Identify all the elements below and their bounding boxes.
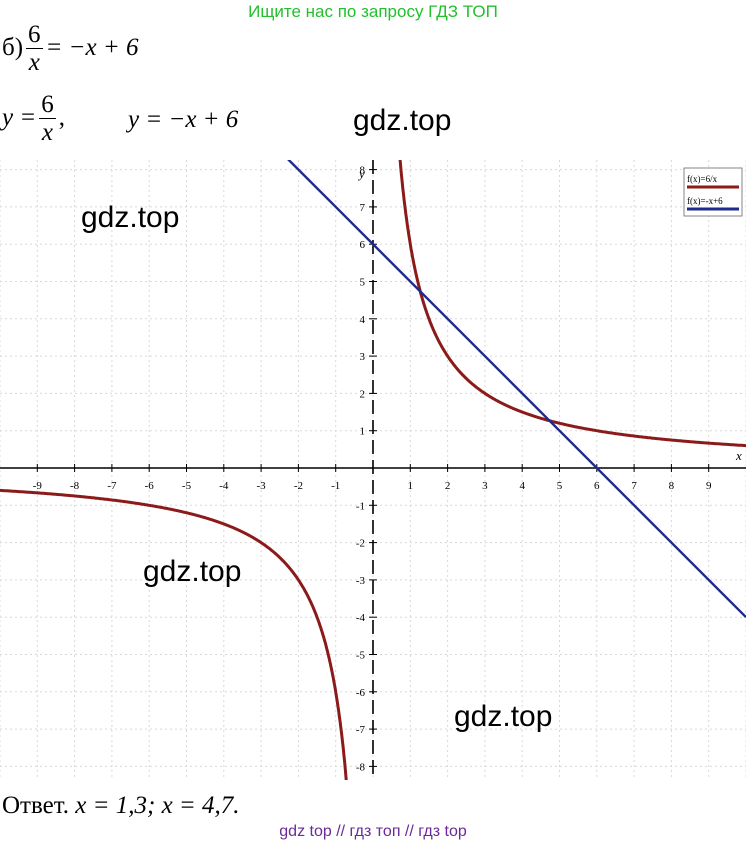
x-tick-label: 3 [482,480,488,492]
y-tick-label: -6 [356,687,366,699]
equation: б) 6 x = −x + 6 [2,21,139,77]
footer-links: gdz top // гдз топ // гдз top [279,823,467,840]
y-tick-label: 6 [360,239,366,251]
x-tick-label: 6 [594,480,600,492]
y-tick-label: -7 [356,724,366,736]
x-tick-label: -8 [70,480,80,492]
x-tick-label: 1 [408,480,414,492]
f1-denominator: x [41,119,54,147]
answer-text: x = 1,3; x = 4,7. [75,792,240,819]
x-tick-label: -1 [331,480,340,492]
y-tick-label: -4 [356,612,366,624]
x-tick-label: -5 [182,480,192,492]
answer: Ответ. x = 1,3; x = 4,7. [2,792,240,820]
y-tick-label: -3 [356,575,366,587]
x-tick-label: 5 [557,480,563,492]
fraction-denominator: x [28,49,40,77]
legend-label: f(x)=6/x [687,174,718,184]
equation-rhs: = −x + 6 [45,34,139,62]
x-tick-label: -7 [107,480,117,492]
watermark: gdz.top [454,700,553,733]
graph: -9-8-7-6-5-4-3-2-1123456789987654321-1-2… [0,160,746,780]
hyperbola-right-branch [398,160,746,448]
y-tick-label: -8 [356,761,366,773]
legend-label: f(x)=-x+6 [687,196,723,206]
x-tick-label: -6 [145,480,155,492]
line-series [287,160,746,619]
y-tick-label: 2 [360,388,366,400]
f1-numerator: 6 [39,91,56,120]
function-y1: y = 6 x, [2,91,65,147]
f1-lhs: y = [2,104,37,132]
watermark: gdz.top [143,555,242,588]
x-tick-label: -2 [294,480,303,492]
fraction-numerator: 6 [26,21,43,50]
y-tick-label: 3 [360,351,366,363]
answer-prefix: Ответ. [2,792,70,819]
x-tick-label: 8 [669,480,675,492]
x-tick-label: -4 [219,480,229,492]
y-tick-label: -2 [356,538,365,550]
x-tick-label: -3 [257,480,267,492]
x-tick-label: 9 [706,480,712,492]
y-tick-label: -1 [356,500,365,512]
x-tick-label: -9 [33,480,43,492]
x-axis-label: x [735,448,742,463]
y-tick-label: -5 [356,650,366,662]
promo-header: Ищите нас по запросу ГДЗ ТОП [248,2,498,21]
watermark: gdz.top [81,201,180,234]
item-label: б) [2,34,24,62]
y-tick-label: 8 [360,165,366,177]
x-tick-label: 7 [631,480,637,492]
f1-comma: , [58,104,65,132]
x-tick-label: 2 [445,480,451,492]
hyperbola-left-branch [0,488,348,780]
y-tick-label: 1 [360,426,366,438]
y-tick-label: 5 [360,277,366,289]
watermark: gdz.top [353,104,452,137]
x-tick-label: 4 [519,480,525,492]
y-tick-label: 4 [360,314,366,326]
function-y2: y = −x + 6 [128,106,239,133]
y-tick-label: 7 [360,202,366,214]
y-axis-label: y [357,166,365,181]
